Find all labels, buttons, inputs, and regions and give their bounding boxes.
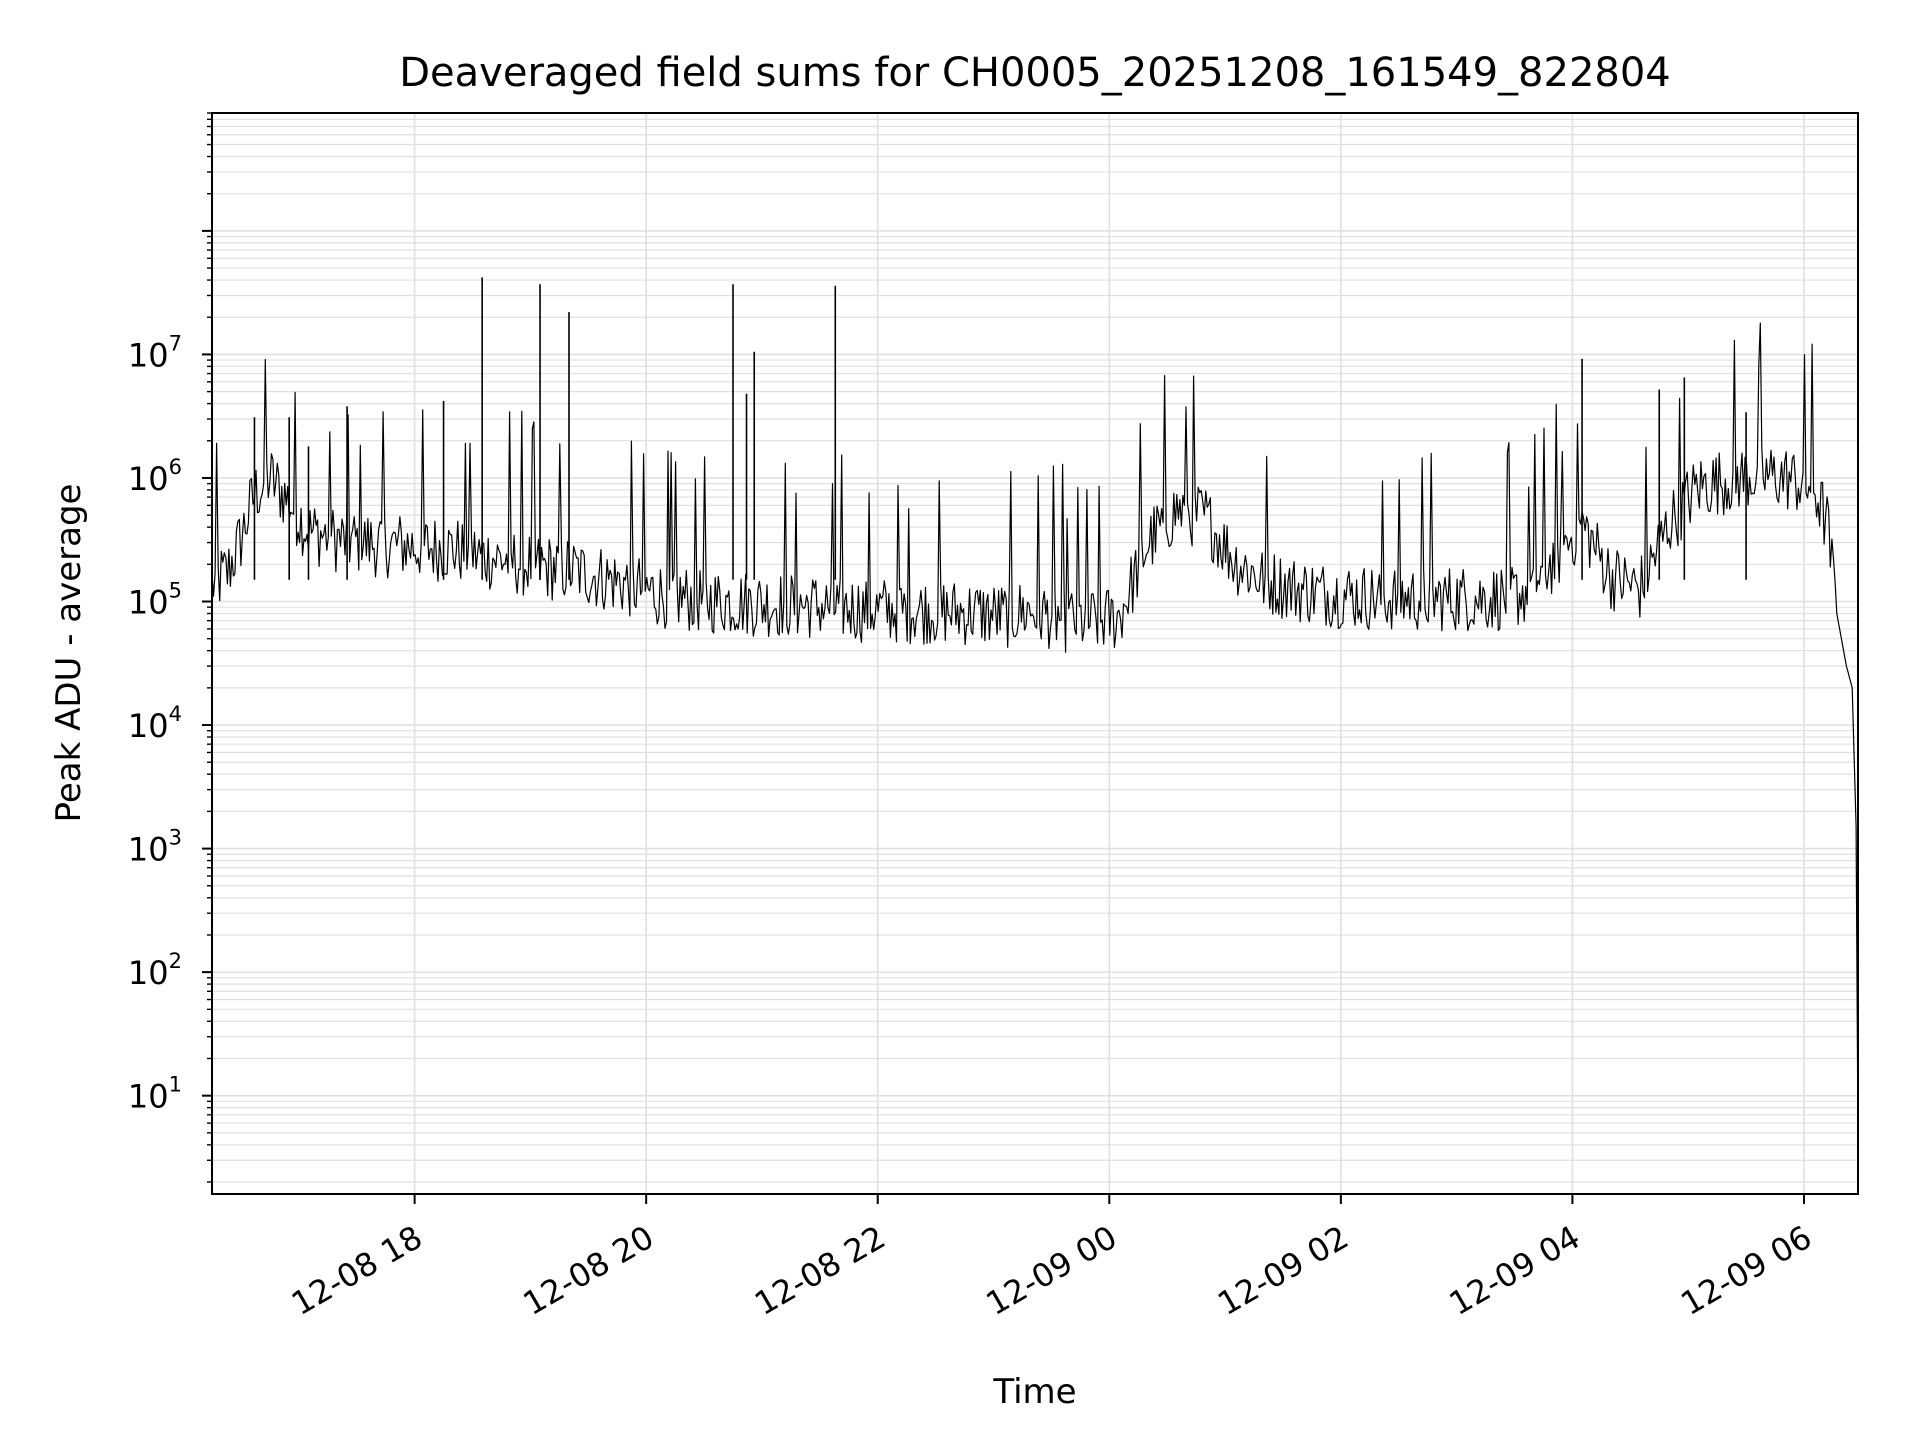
- y-tick-label: 107: [128, 331, 182, 374]
- grid: [212, 112, 1858, 1194]
- y-tick-label-exponent: 1: [169, 1073, 182, 1097]
- y-tick-label: 103: [128, 826, 182, 869]
- y-tick-label-base: 10: [128, 584, 169, 622]
- y-tick-label-exponent: 3: [169, 826, 182, 850]
- y-tick-label-base: 10: [128, 954, 169, 992]
- chart-title: Deaveraged field sums for CH0005_2025120…: [399, 50, 1671, 96]
- series-line-group: [211, 277, 1859, 1145]
- y-tick-label: 105: [128, 579, 182, 622]
- y-tick-label-base: 10: [128, 1078, 169, 1116]
- y-tick-label: 104: [128, 702, 182, 745]
- y-tick-label-exponent: 6: [169, 455, 182, 479]
- y-tick-label: 106: [128, 455, 182, 498]
- y-tick-label: 101: [128, 1073, 182, 1116]
- y-tick-label-base: 10: [128, 707, 169, 745]
- y-tick-label-exponent: 2: [169, 949, 182, 973]
- x-axis-label: Time: [992, 1372, 1076, 1412]
- y-tick-label-base: 10: [128, 460, 169, 498]
- plot-frame: [211, 112, 1859, 1195]
- y-tick-label: 102: [128, 949, 182, 992]
- y-tick-label-base: 10: [128, 336, 169, 374]
- y-tick-label-exponent: 7: [169, 331, 182, 355]
- y-tick-label-base: 10: [128, 831, 169, 869]
- y-tick-label-exponent: 5: [169, 579, 182, 603]
- y-axis-label: Peak ADU - average: [49, 484, 89, 823]
- series-line: [211, 322, 1859, 1145]
- y-tick-label-exponent: 4: [169, 702, 182, 726]
